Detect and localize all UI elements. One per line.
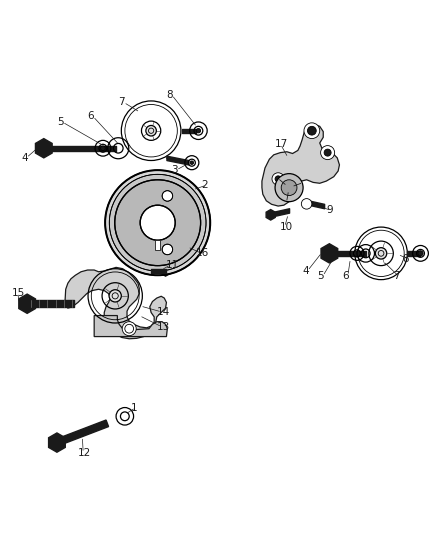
Circle shape [101,146,105,151]
Text: 8: 8 [402,254,409,264]
Circle shape [275,176,281,182]
Circle shape [307,126,316,135]
Circle shape [122,322,136,336]
Text: 6: 6 [343,271,349,281]
Text: 4: 4 [302,266,309,276]
Circle shape [321,146,335,159]
Polygon shape [94,316,167,336]
Circle shape [324,149,331,156]
Text: 17: 17 [275,139,288,149]
Polygon shape [19,294,35,313]
Circle shape [110,174,206,271]
Circle shape [115,180,201,265]
Text: 1: 1 [131,402,137,413]
Circle shape [105,170,210,275]
Text: 14: 14 [157,307,170,317]
Polygon shape [56,420,109,446]
Text: 4: 4 [21,153,28,163]
Text: 5: 5 [318,271,324,281]
Polygon shape [49,433,65,452]
Circle shape [375,248,387,259]
Text: 7: 7 [393,271,400,281]
Polygon shape [321,244,338,263]
Circle shape [418,251,423,256]
Text: 6: 6 [88,111,94,122]
Text: 3: 3 [171,165,177,175]
Circle shape [146,125,156,136]
Circle shape [281,180,297,196]
Circle shape [301,199,312,209]
Circle shape [162,244,173,255]
Polygon shape [161,265,170,276]
Text: 7: 7 [118,97,125,107]
Text: 9: 9 [326,205,333,215]
Polygon shape [65,268,166,339]
Circle shape [109,290,121,302]
Text: 8: 8 [166,90,173,100]
Text: 13: 13 [157,322,170,332]
Circle shape [196,128,201,133]
Polygon shape [262,124,339,206]
Text: 10: 10 [279,222,293,232]
Polygon shape [35,139,52,158]
Text: 11: 11 [166,260,179,270]
Text: 12: 12 [78,448,91,458]
Circle shape [275,174,303,201]
Text: 15: 15 [12,288,25,298]
Text: 16: 16 [196,248,209,259]
Circle shape [272,173,284,185]
Circle shape [190,161,194,165]
Circle shape [140,205,175,240]
Text: 2: 2 [201,180,208,190]
Circle shape [304,123,320,139]
Polygon shape [266,209,275,220]
Bar [155,240,160,250]
Circle shape [162,191,173,201]
Text: 5: 5 [57,117,64,127]
